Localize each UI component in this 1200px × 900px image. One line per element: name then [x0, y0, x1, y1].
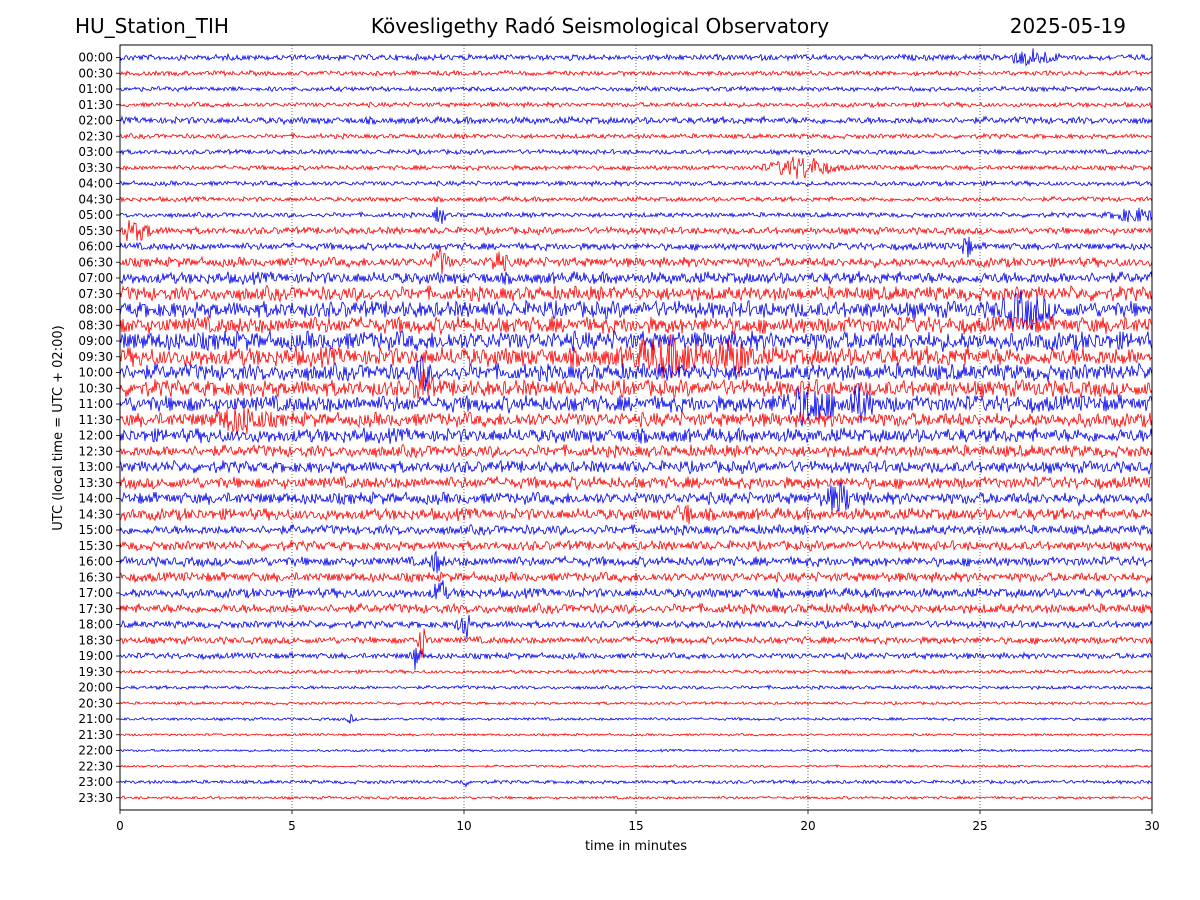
y-tick-label: 06:00 — [78, 240, 113, 254]
y-tick-label: 02:00 — [78, 114, 113, 128]
x-tick-label: 0 — [116, 819, 124, 833]
trace-row-0430 — [119, 195, 1153, 204]
trace-row-0000 — [119, 48, 1153, 67]
y-tick-label: 19:00 — [78, 649, 113, 663]
y-tick-label: 11:00 — [78, 397, 113, 411]
x-tick-label: 20 — [800, 819, 815, 833]
trace-row-0600 — [119, 236, 1153, 258]
trace-row-2330 — [119, 795, 1153, 801]
y-tick-label: 23:00 — [78, 775, 113, 789]
x-tick-label: 25 — [972, 819, 987, 833]
trace-row-0500 — [119, 207, 1153, 225]
y-tick-label: 16:30 — [78, 570, 113, 584]
y-tick-label: 13:00 — [78, 460, 113, 474]
y-tick-label: 01:30 — [78, 98, 113, 112]
y-tick-label: 20:00 — [78, 681, 113, 695]
y-tick-label: 12:30 — [78, 444, 113, 458]
y-tick-label: 12:00 — [78, 429, 113, 443]
y-tick-label: 02:30 — [78, 129, 113, 143]
trace-row-0800 — [119, 289, 1153, 331]
y-tick-label: 09:00 — [78, 334, 113, 348]
chart-date: 2025-05-19 — [1009, 14, 1126, 38]
y-tick-label: 23:30 — [78, 791, 113, 805]
y-tick-label: 21:00 — [78, 712, 113, 726]
y-tick-label: 14:00 — [78, 492, 113, 506]
trace-row-0330 — [119, 156, 1153, 180]
trace-row-1930 — [119, 668, 1153, 676]
station-name: HU_Station_TIH — [75, 14, 229, 38]
trace-row-1700 — [119, 580, 1153, 600]
y-tick-label: 16:00 — [78, 555, 113, 569]
y-tick-label: 03:30 — [78, 161, 113, 175]
y-tick-label: 10:00 — [78, 366, 113, 380]
trace-row-1730 — [119, 602, 1153, 615]
y-tick-label: 08:00 — [78, 303, 113, 317]
y-tick-label: 05:00 — [78, 208, 113, 222]
y-tick-label: 08:30 — [78, 318, 113, 332]
x-axis-label: time in minutes — [585, 839, 687, 854]
trace-row-1330 — [119, 475, 1153, 491]
trace-row-2100 — [119, 713, 1153, 724]
y-tick-label: 17:30 — [78, 602, 113, 616]
y-tick-label: 15:30 — [78, 539, 113, 553]
y-tick-label: 09:30 — [78, 350, 113, 364]
y-tick-label: 07:30 — [78, 287, 113, 301]
trace-row-2300 — [119, 778, 1153, 788]
y-tick-label: 11:30 — [78, 413, 113, 427]
trace-row-1900 — [119, 647, 1153, 670]
y-tick-label: 22:00 — [78, 744, 113, 758]
trace-row-2200 — [119, 748, 1153, 753]
y-tick-label: 15:00 — [78, 523, 113, 537]
y-axis-label: UTC (local time = UTC + 02:00) — [51, 325, 66, 530]
x-tick-label: 10 — [456, 819, 471, 833]
y-tick-label: 00:00 — [78, 51, 113, 65]
y-tick-label: 03:00 — [78, 145, 113, 159]
trace-row-0530 — [119, 220, 1153, 242]
y-tick-label: 17:00 — [78, 586, 113, 600]
y-tick-label: 07:00 — [78, 271, 113, 285]
trace-row-1130 — [119, 406, 1153, 436]
y-tick-label: 22:30 — [78, 759, 113, 773]
trace-row-1400 — [119, 482, 1153, 514]
y-tick-label: 19:30 — [78, 665, 113, 679]
grid-lines — [291, 45, 981, 810]
observatory-title: Kövesligethy Radó Seismological Observat… — [370, 14, 830, 38]
trace-row-0830 — [119, 315, 1153, 336]
x-tick-labels: 0 5 10 15 20 25 30 — [116, 810, 1160, 833]
y-tick-label: 01:00 — [78, 82, 113, 96]
x-tick-label: 5 — [288, 819, 296, 833]
trace-row-0730 — [119, 284, 1153, 303]
x-tick-label: 30 — [1144, 819, 1159, 833]
x-tick-label: 15 — [628, 819, 643, 833]
y-tick-label: 13:30 — [78, 476, 113, 490]
trace-row-1500 — [119, 523, 1153, 537]
y-tick-label: 05:30 — [78, 224, 113, 238]
y-tick-label: 04:30 — [78, 192, 113, 206]
y-tick-label: 10:30 — [78, 381, 113, 395]
y-tick-label: 18:00 — [78, 618, 113, 632]
y-tick-label: 04:00 — [78, 177, 113, 191]
y-tick-label: 14:30 — [78, 507, 113, 521]
y-tick-label: 20:30 — [78, 696, 113, 710]
y-tick-label: 06:30 — [78, 255, 113, 269]
y-tick-label: 00:30 — [78, 66, 113, 80]
y-tick-label: 21:30 — [78, 728, 113, 742]
y-tick-label: 18:30 — [78, 633, 113, 647]
